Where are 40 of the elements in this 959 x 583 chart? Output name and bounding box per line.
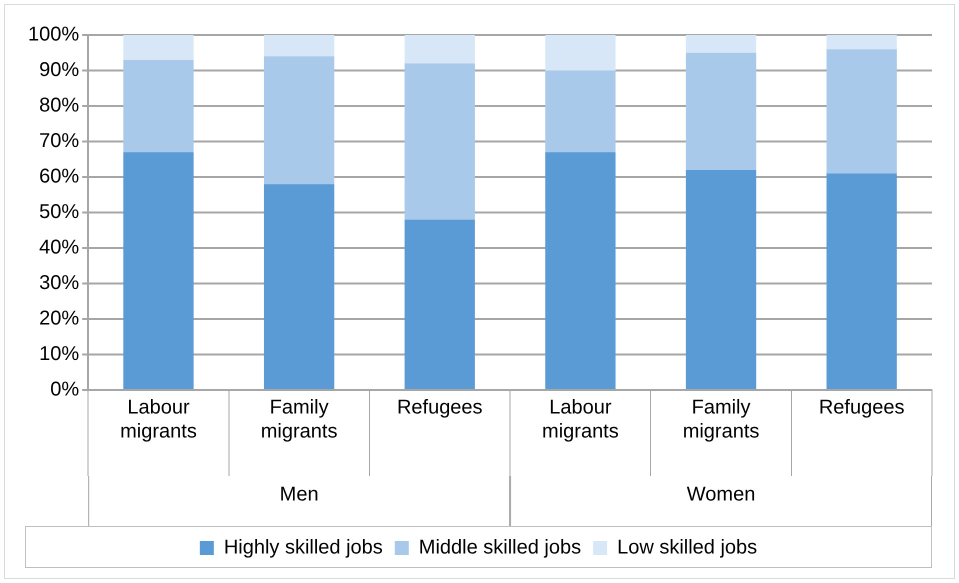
y-tick-label: 40%	[39, 236, 80, 259]
x-tick-label: Refugees	[818, 396, 904, 419]
y-tick-label: 20%	[39, 308, 80, 330]
y-tick-label: 100%	[28, 24, 80, 46]
bar	[404, 220, 475, 389]
bar	[826, 35, 897, 50]
bar	[545, 152, 616, 389]
bar	[826, 173, 897, 389]
bar	[686, 35, 756, 53]
bar	[686, 170, 756, 389]
y-tick-label: 50%	[39, 201, 80, 224]
bar	[404, 63, 475, 220]
y-tick-label: 60%	[39, 166, 80, 188]
bar	[545, 35, 616, 70]
bar	[686, 52, 756, 170]
y-tick-label: 0%	[50, 378, 80, 401]
x-tick-label: Family migrants	[682, 396, 760, 443]
y-tick-label: 70%	[39, 130, 80, 152]
x-tick-label: Family migrants	[260, 396, 338, 443]
legend-label: Highly skilled jobs	[224, 536, 383, 559]
y-tick-label: 30%	[39, 272, 80, 294]
text: Women	[686, 484, 756, 506]
bar	[123, 152, 194, 389]
legend-label: Low skilled jobs	[617, 536, 758, 559]
x-tick-label: Refugees	[396, 396, 483, 419]
y-tick-label: 80%	[39, 94, 80, 117]
bar	[826, 49, 897, 174]
bar	[264, 184, 334, 389]
y-tick-label: 10%	[39, 343, 80, 366]
x-tick-label: Labour migrants	[120, 396, 197, 443]
x-tick-label: Labour migrants	[542, 396, 619, 443]
bar	[123, 35, 194, 60]
bar	[264, 35, 334, 56]
bar	[545, 70, 616, 152]
bar	[404, 35, 475, 64]
legend-label: Middle skilled jobs	[418, 536, 582, 559]
bar	[264, 56, 334, 184]
bar	[123, 60, 194, 152]
y-tick-label: 90%	[39, 59, 80, 82]
text: Men	[280, 484, 319, 506]
